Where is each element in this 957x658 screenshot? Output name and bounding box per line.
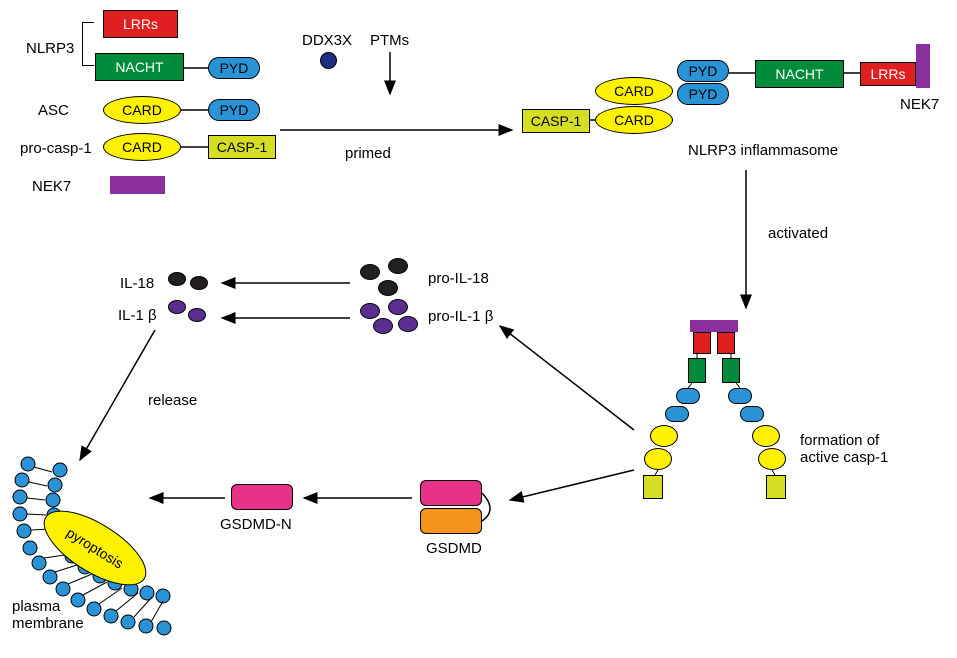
procasp1-card-text: CARD [122, 139, 162, 155]
proil18-dot2 [388, 258, 408, 274]
inflammasome-label: NLRP3 inflammasome [688, 142, 838, 159]
il18-dot2 [190, 276, 208, 290]
lrrs-text: LRRs [123, 16, 158, 32]
release-label: release [148, 392, 197, 409]
lrrs-box: LRRs [103, 10, 178, 38]
infl-pyd1-text: PYD [689, 63, 718, 79]
nlrp3-label: NLRP3 [26, 40, 74, 57]
infl-card1-text: CARD [614, 83, 654, 99]
il1b-label: IL-1 β [118, 307, 157, 324]
infl-lrrs-text: LRRs [870, 66, 905, 82]
asc-pyd: PYD [208, 99, 260, 121]
nek7-box [110, 176, 165, 194]
ptms-label: PTMs [370, 32, 409, 49]
proil1b-dot4 [398, 316, 418, 332]
proil18-label: pro-IL-18 [428, 270, 489, 287]
pyd-text: PYD [220, 60, 249, 76]
infl-nek7-label: NEK7 [900, 96, 939, 113]
primed-label: primed [345, 145, 391, 162]
asc-card: CARD [103, 96, 181, 124]
complex-casp-r [766, 475, 786, 499]
gsdmd-orange [420, 508, 482, 534]
complex-card-r [752, 425, 780, 447]
procasp1-casp1: CASP-1 [208, 135, 276, 159]
complex-card-l [650, 425, 678, 447]
infl-nacht: NACHT [755, 60, 844, 88]
proil1b-dot2 [388, 299, 408, 315]
gsdmd-label: GSDMD [426, 540, 482, 557]
procasp1-card: CARD [103, 133, 181, 161]
il1b-dot2 [188, 308, 206, 322]
infl-card: CARD [595, 77, 673, 105]
nacht-text: NACHT [115, 59, 163, 75]
activated-label: activated [768, 225, 828, 242]
complex-casp-l [643, 475, 663, 499]
complex-pyd-l [676, 388, 700, 404]
infl-casp1: CASP-1 [522, 109, 590, 133]
procasp1-casp1-text: CASP-1 [217, 139, 268, 155]
infl-casp1-text: CASP-1 [531, 113, 582, 129]
gsdmd-pink [420, 480, 482, 506]
complex-lrrs-r [717, 332, 735, 354]
complex-card-r2 [758, 448, 786, 470]
proil18-dot3 [378, 280, 398, 296]
complex-nacht-l [688, 358, 706, 383]
ddx3x-label: DDX3X [302, 32, 352, 49]
asc-label: ASC [38, 102, 69, 119]
formation-label: formation of active casp-1 [800, 432, 888, 466]
proil1b-dot1 [360, 303, 380, 319]
asc-card-text: CARD [122, 102, 162, 118]
complex-nek7 [690, 320, 738, 332]
complex-nacht-r [722, 358, 740, 383]
infl-card2: CARD [595, 106, 673, 134]
proil18-dot1 [360, 264, 380, 280]
infl-pyd2: PYD [677, 83, 729, 105]
il18-dot1 [168, 272, 186, 286]
il1b-dot1 [168, 300, 186, 314]
proil1b-dot3 [373, 318, 393, 334]
procasp1-label: pro-casp-1 [20, 140, 92, 157]
ddx3x-dot [320, 52, 337, 69]
complex-pyd-l2 [665, 406, 689, 422]
complex-card-l2 [644, 448, 672, 470]
complex-pyd-r2 [740, 406, 764, 422]
pyd-box: PYD [208, 57, 260, 79]
pyroptosis-text: pyroptosis [64, 524, 127, 571]
complex-lrrs-l [693, 332, 711, 354]
infl-nacht-text: NACHT [775, 66, 823, 82]
proil1b-label: pro-IL-1 β [428, 308, 493, 325]
il18-label: IL-18 [120, 275, 154, 292]
gsdmdn-label: GSDMD-N [220, 516, 292, 533]
infl-pyd1: PYD [677, 60, 729, 82]
plasma-membrane-label: plasma membrane [12, 598, 84, 632]
nek7-label: NEK7 [32, 178, 71, 195]
nlrp3-bracket [82, 22, 94, 66]
nacht-box: NACHT [95, 53, 184, 81]
gsdmdn-box [231, 484, 293, 510]
infl-lrrs: LRRs [860, 62, 916, 86]
infl-nek7-box [916, 44, 930, 88]
infl-card2-text: CARD [614, 112, 654, 128]
complex-pyd-r [728, 388, 752, 404]
infl-pyd2-text: PYD [689, 86, 718, 102]
asc-pyd-text: PYD [220, 102, 249, 118]
